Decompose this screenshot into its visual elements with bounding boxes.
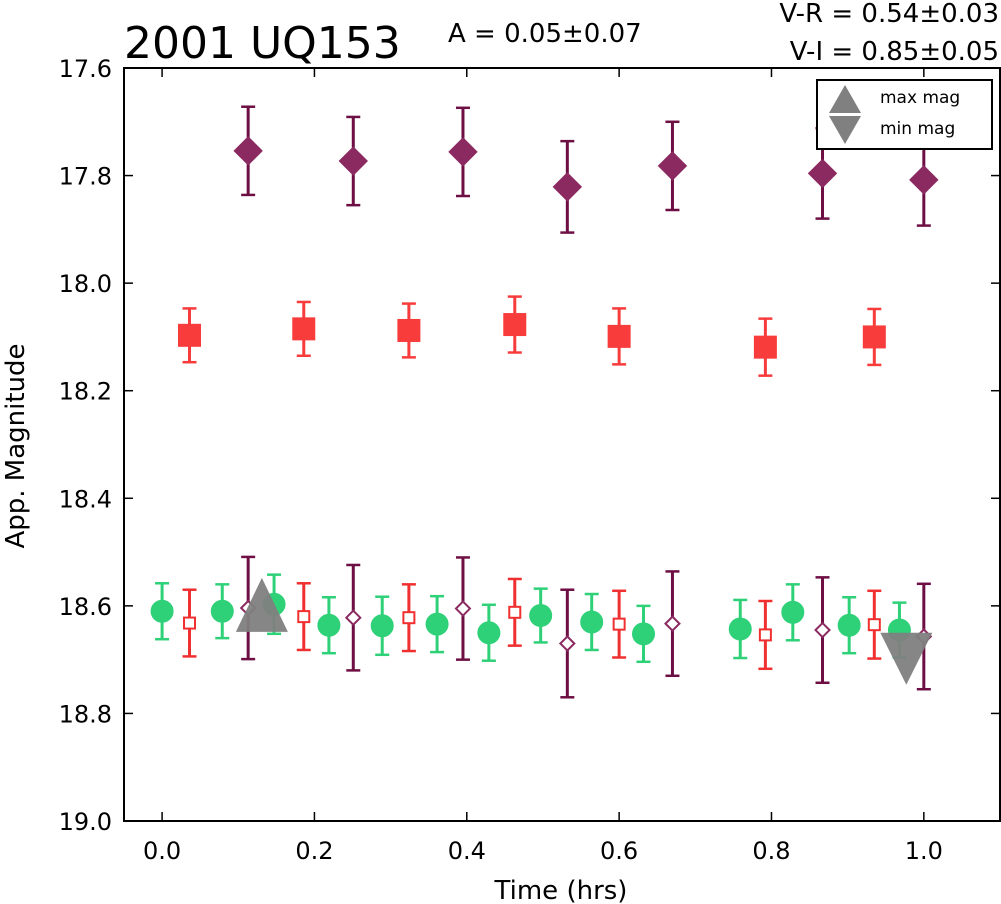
- x-tick-label: 0.6: [600, 837, 638, 865]
- data-marks: [150, 105, 939, 699]
- data-point: [552, 172, 583, 202]
- data-point: [632, 622, 656, 646]
- y-tick-label: 18.0: [59, 270, 112, 298]
- data-point: [837, 613, 861, 637]
- amplitude-annotation: A = 0.05±0.07: [448, 19, 642, 49]
- legend-min-mag-marker: [829, 116, 861, 144]
- data-point: [728, 617, 752, 641]
- axis-ticks: 0.0 0.2 0.4 0.6 0.8 1.0 17.6 17.8 18.0 18.2 18.4 18…: [59, 55, 1000, 865]
- legend: max mag min mag: [816, 79, 993, 150]
- data-point: [397, 318, 421, 342]
- data-point: [210, 599, 234, 623]
- data-point: [909, 165, 939, 195]
- data-point: [607, 324, 631, 348]
- plot-frame: [123, 67, 1001, 822]
- data-point: [338, 146, 368, 176]
- data-point: [317, 613, 341, 637]
- data-point: [402, 611, 416, 625]
- data-point: [292, 317, 316, 341]
- data-point: [344, 609, 362, 627]
- data-point: [503, 313, 527, 337]
- data-point: [529, 604, 553, 628]
- legend-max-mag-marker: [829, 85, 861, 113]
- data-point: [183, 616, 197, 630]
- x-tick-label: 0.4: [448, 837, 486, 865]
- data-point: [664, 615, 681, 633]
- data-point: [558, 635, 576, 652]
- v-r-annotation: V-R = 0.54±0.03: [779, 0, 999, 29]
- data-point: [454, 600, 472, 617]
- x-axis-label: Time (hrs): [494, 876, 628, 904]
- y-tick-label: 18.2: [59, 378, 112, 406]
- data-point: [477, 621, 501, 645]
- x-tick-label: 0.0: [143, 837, 181, 865]
- data-point: [508, 605, 522, 619]
- max-mag-marker: [235, 577, 288, 632]
- data-point: [178, 323, 202, 347]
- min-mag-marker: [880, 632, 933, 685]
- data-point: [370, 614, 394, 638]
- data-point: [807, 158, 838, 189]
- legend-min-mag-label: min mag: [880, 119, 955, 139]
- data-point: [233, 136, 263, 166]
- x-tick-label: 0.2: [295, 837, 333, 865]
- data-point: [448, 137, 478, 167]
- v-i-annotation: V-I = 0.85±0.05: [790, 37, 999, 67]
- data-point: [814, 621, 831, 639]
- data-point: [758, 628, 772, 642]
- data-point: [425, 612, 449, 636]
- y-tick-label: 19.0: [59, 808, 112, 836]
- data-point: [657, 151, 688, 181]
- y-tick-label: 17.6: [59, 55, 112, 83]
- chart-title: 2001 UQ153: [124, 18, 401, 69]
- data-point: [150, 599, 174, 623]
- data-point: [580, 610, 604, 634]
- legend-max-mag-label: max mag: [880, 88, 960, 108]
- y-axis-label: App. Magnitude: [1, 343, 31, 548]
- y-tick-label: 18.6: [59, 593, 112, 621]
- data-point: [781, 600, 805, 624]
- x-tick-label: 0.8: [752, 837, 790, 865]
- y-tick-label: 18.4: [59, 485, 112, 513]
- x-tick-label: 1.0: [905, 837, 943, 865]
- data-point: [612, 617, 626, 631]
- data-point: [862, 325, 886, 349]
- data-point: [867, 618, 881, 632]
- data-point: [753, 335, 777, 359]
- y-tick-label: 18.8: [59, 700, 112, 728]
- y-tick-label: 17.8: [59, 163, 112, 191]
- data-point: [297, 610, 311, 624]
